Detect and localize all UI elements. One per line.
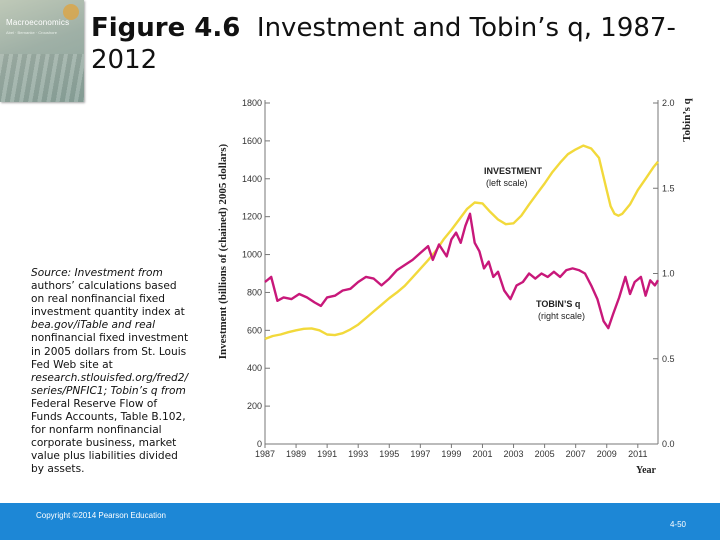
source-note-line: in 2005 dollars from St. Louis [31, 345, 187, 358]
figure-title: Investment and Tobin’s q, 1987-2012 [91, 13, 676, 75]
y-left-axis-title: Investment (billions of (chained) 2005 d… [217, 143, 229, 359]
y-left-tick-label: 800 [247, 287, 262, 297]
x-tick-label: 2007 [566, 449, 586, 459]
figure-label: Figure 4.6 [91, 13, 241, 43]
source-note-line: for nonfarm nonfinancial [31, 424, 162, 437]
cover-author: Abel · Bernanke · Croushore [6, 30, 57, 35]
source-note-line: research.stlouisfed.org/fred2/ [31, 371, 189, 384]
y-right-tick-label: 1.0 [662, 269, 675, 279]
copyright-text: Copyright ©2014 Pearson Education [36, 511, 166, 520]
x-tick-label: 2009 [597, 449, 617, 459]
source-note-line: by assets. [31, 463, 85, 476]
source-note-line: investment quantity index at [31, 306, 185, 319]
y-left-tick-label: 200 [247, 401, 262, 411]
source-note-line: Fed Web site at [31, 358, 113, 371]
page-number: 4-50 [669, 520, 686, 529]
source-note-line: value plus liabilities divided [31, 450, 178, 463]
tobins-q-line [264, 212, 660, 330]
chart-labels: INVESTMENT (left scale) TOBIN’S q (right sc… [217, 97, 693, 476]
investment-series-label: INVESTMENT [484, 166, 543, 176]
x-tick-label: 2011 [628, 449, 647, 459]
y-right-tick-label: 2.0 [662, 98, 675, 108]
y-right-axis-title: Tobin’s q [681, 97, 693, 141]
tobins-q-series-sublabel: (right scale) [538, 311, 585, 321]
cover-badge-icon [63, 4, 79, 20]
x-tick-label: 1999 [441, 449, 461, 459]
y-left-tick-label: 1600 [242, 136, 262, 146]
cover-title: Macroeconomics [6, 18, 70, 27]
x-tick-label: 1991 [317, 449, 337, 459]
y-right-tick-label: 1.5 [662, 183, 675, 193]
x-tick-label: 1997 [410, 449, 430, 459]
y-left-tick-label: 1800 [242, 98, 262, 108]
y-right-tick-label: 0.5 [662, 354, 675, 364]
source-note: Source: Investment from authors’ calculat… [31, 267, 206, 477]
source-note-line: bea.gov/iTable and real [31, 319, 156, 332]
investment-tobins-q-chart: 0 200 400 600 800 1000 1200 1400 1600 1800 0.0 0.5 1… [217, 97, 693, 476]
slide-title: Figure 4.6 Investment and Tobin’s q, 198… [91, 12, 691, 76]
x-tick-label: 2003 [504, 449, 524, 459]
y-left-tick-label: 600 [247, 325, 262, 335]
x-tick-label: 1989 [286, 449, 306, 459]
y-left-tick-label: 1200 [242, 212, 262, 222]
source-note-line: on real nonfinancial fixed [31, 293, 165, 306]
source-note-line: series/PNFIC1; Tobin’s q from [31, 384, 186, 397]
cover-decoration [0, 54, 84, 102]
x-tick-label: 1987 [255, 449, 275, 459]
source-note-line: corporate business, market [31, 437, 177, 450]
y-left-tick-label: 0 [257, 439, 262, 449]
tobins-q-series-label: TOBIN’S q [536, 299, 580, 309]
y-left-tick-label: 400 [247, 363, 262, 373]
x-tick-label: 2001 [472, 449, 492, 459]
investment-line [264, 144, 659, 341]
chart-axes [264, 100, 659, 445]
chart-series [264, 144, 660, 341]
x-tick-label: 1993 [348, 449, 368, 459]
x-tick-label: 1995 [379, 449, 399, 459]
y-left-tick-label: 1400 [242, 174, 262, 184]
y-left-tick-label: 1000 [242, 250, 262, 260]
source-note-line: Funds Accounts, Table B.102, [31, 411, 186, 424]
x-axis-title: Year [636, 465, 657, 476]
y-right-tick-label: 0.0 [662, 439, 675, 449]
source-note-line: Federal Reserve Flow of [31, 397, 158, 410]
x-tick-label: 2005 [535, 449, 555, 459]
footer-bar: Copyright ©2014 Pearson Education 4-50 [0, 503, 720, 540]
source-note-line: nonfinancial fixed investment [31, 332, 189, 345]
source-note-line: Source: Investment from [31, 267, 163, 279]
source-note-line: authors’ calculations based [31, 280, 177, 293]
investment-series-sublabel: (left scale) [486, 178, 528, 188]
chart-ticks: 0 200 400 600 800 1000 1200 1400 1600 1800 0.0 0.5 1… [242, 98, 675, 459]
book-cover-image: Macroeconomics Abel · Bernanke · Crousho… [0, 0, 84, 102]
